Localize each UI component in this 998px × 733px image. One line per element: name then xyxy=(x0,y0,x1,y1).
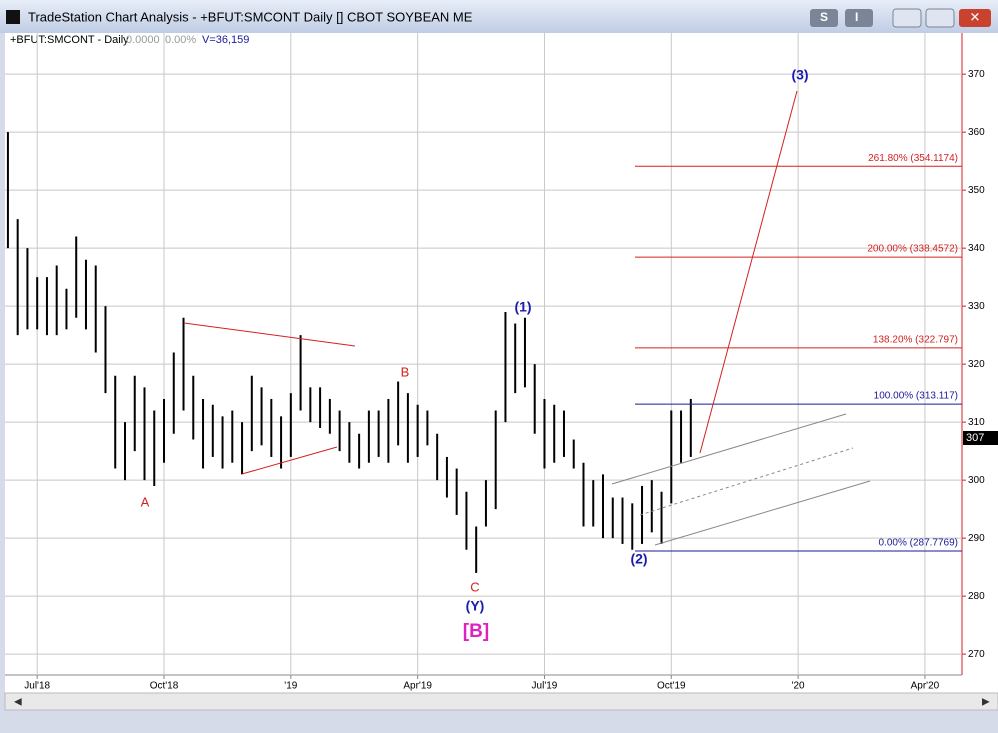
x-tick-label: Jul'18 xyxy=(24,681,50,692)
symbol: +BFUT:SMCONT - Daily xyxy=(10,34,129,46)
plot: 270 280 290 300 310 320 330 340 350 360 370 Jul'18 O… xyxy=(5,33,998,692)
app-icon xyxy=(6,10,20,24)
time-axis xyxy=(5,675,998,693)
x-tick-label: Jul'19 xyxy=(532,681,558,692)
wave-label: C xyxy=(470,579,479,594)
y-tick-label: 300 xyxy=(968,475,985,486)
wave-label: (1) xyxy=(514,299,531,315)
maximize-button[interactable] xyxy=(925,8,955,28)
close-icon[interactable]: ✕ xyxy=(970,9,981,24)
minimize-button[interactable] xyxy=(892,8,922,28)
x-tick-label: Apr'19 xyxy=(403,681,432,692)
last-price-box xyxy=(963,431,998,445)
i-button-label[interactable]: I xyxy=(855,10,858,24)
fib-label: 100.00% (313.117) xyxy=(874,391,958,402)
x-tick-label: '20 xyxy=(792,681,805,692)
y-tick-label: 310 xyxy=(968,417,985,428)
drawings xyxy=(183,90,871,546)
fib-label: 200.00% (338.4572) xyxy=(867,244,958,255)
y-tick-label: 270 xyxy=(968,649,985,660)
i-button[interactable] xyxy=(845,9,873,27)
x-tick-label: Oct'19 xyxy=(657,681,686,692)
channel-line xyxy=(654,480,871,546)
fib-label: 0.00% (287.7769) xyxy=(878,538,958,549)
price-axis xyxy=(962,33,998,675)
wave-label: (2) xyxy=(630,551,647,567)
wave-label: (Y) xyxy=(466,598,485,614)
wave-label: (3) xyxy=(791,67,808,83)
y-tick-label: 320 xyxy=(968,359,985,370)
y-tick-label: 340 xyxy=(968,243,985,254)
close-button[interactable] xyxy=(959,9,991,27)
window-title: TradeStation Chart Analysis - +BFUT:SMCO… xyxy=(28,9,473,24)
y-tick-label: 290 xyxy=(968,533,985,544)
x-tick-label: '19 xyxy=(284,681,297,692)
change: 0.0000 xyxy=(126,34,160,46)
wave-label: [B] xyxy=(463,621,489,642)
wave-label: A xyxy=(141,494,150,509)
scrollbar[interactable] xyxy=(4,692,998,711)
s-button[interactable] xyxy=(810,9,838,27)
fib-label: 261.80% (354.1174) xyxy=(868,153,958,164)
y-tick-label: 360 xyxy=(968,127,985,138)
y-tick-label: 280 xyxy=(968,591,985,602)
wave-label: B xyxy=(401,364,410,379)
x-tick-label: Oct'18 xyxy=(150,681,179,692)
channel-line xyxy=(611,413,847,485)
channel-line xyxy=(639,447,854,516)
last-price: 307 xyxy=(966,432,984,444)
x-tick-label: Apr'20 xyxy=(911,681,940,692)
y-tick-label: 350 xyxy=(968,185,985,196)
volume: V=36,159 xyxy=(202,34,249,46)
fib-label: 138.20% (322.797) xyxy=(873,335,958,346)
plot-area xyxy=(5,33,962,675)
y-tick-label: 370 xyxy=(968,69,985,80)
y-tick-label: 330 xyxy=(968,301,985,312)
projection-line xyxy=(699,90,798,454)
scroll-left[interactable]: ◀ xyxy=(14,697,22,708)
change-pct: 0.00% xyxy=(165,34,196,46)
trend-line xyxy=(241,446,338,475)
trend-line xyxy=(183,322,356,347)
scroll-right[interactable]: ▶ xyxy=(982,697,990,708)
s-button-label[interactable]: S xyxy=(820,10,828,24)
